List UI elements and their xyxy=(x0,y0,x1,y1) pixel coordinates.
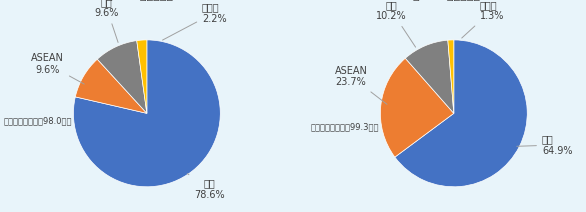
Wedge shape xyxy=(137,40,147,113)
Text: その他
2.2%: その他 2.2% xyxy=(162,2,227,40)
Text: 中国
78.6%: 中国 78.6% xyxy=(188,174,224,200)
Wedge shape xyxy=(395,40,527,187)
Wedge shape xyxy=(448,40,454,113)
Wedge shape xyxy=(73,40,220,187)
Text: （うち、ベトナム98.0％）: （うち、ベトナム98.0％） xyxy=(4,116,72,125)
Text: その他
1.3%: その他 1.3% xyxy=(462,0,504,38)
Text: ASEAN
9.6%: ASEAN 9.6% xyxy=(31,53,84,84)
Text: 韓国
10.2%: 韓国 10.2% xyxy=(376,0,415,47)
Wedge shape xyxy=(406,40,454,113)
Text: 韓国
9.6%: 韓国 9.6% xyxy=(94,0,119,42)
Text: ASEAN
23.7%: ASEAN 23.7% xyxy=(335,66,387,104)
Wedge shape xyxy=(97,41,147,113)
Wedge shape xyxy=(380,58,454,157)
Text: （うち、ベトナム99.3％）: （うち、ベトナム99.3％） xyxy=(311,122,379,131)
Text: 中国
64.9%: 中国 64.9% xyxy=(517,134,573,156)
Wedge shape xyxy=(76,59,147,113)
